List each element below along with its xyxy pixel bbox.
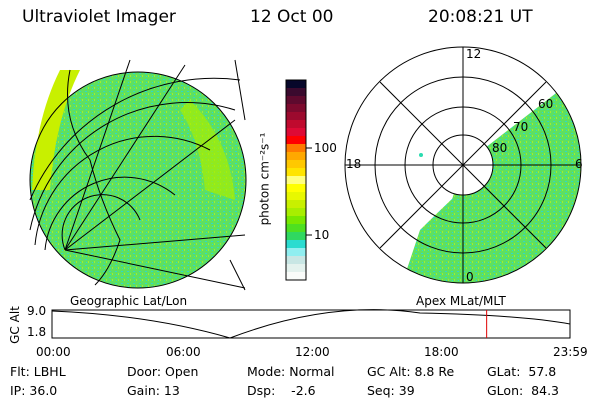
colorbar-tick-10: 10 xyxy=(314,228,330,242)
mlt-label-0: 0 xyxy=(466,270,474,284)
colorbar-swatch xyxy=(286,120,306,129)
left-panel-label: Geographic Lat/Lon xyxy=(70,294,188,308)
mlat-label-80: 80 xyxy=(492,141,508,155)
filter-status: Flt: LBHL xyxy=(10,364,66,379)
polar-image xyxy=(344,46,582,284)
xtick-1800: 18:00 xyxy=(424,345,459,359)
mlat-label-70: 70 xyxy=(513,120,529,134)
colorbar-swatch xyxy=(286,208,306,217)
instrument-title: Ultraviolet Imager xyxy=(22,7,176,27)
time-label: 20:08:21 UT xyxy=(428,7,533,27)
right-panel-label: Apex MLat/MLT xyxy=(416,294,506,308)
colorbar-swatch xyxy=(286,112,306,121)
colorbar-swatch xyxy=(286,88,306,97)
mlt-label-12: 12 xyxy=(466,47,482,61)
colorbar xyxy=(286,80,306,281)
dsp-status: Dsp: -2.6 xyxy=(247,383,316,398)
colorbar-swatch xyxy=(286,160,306,169)
xtick-2359: 23:59 xyxy=(553,345,588,359)
colorbar-swatch xyxy=(286,232,306,241)
colorbar-swatch xyxy=(286,104,306,113)
colorbar-swatch xyxy=(286,224,306,233)
geographic-image xyxy=(29,59,247,291)
door-status: Door: Open xyxy=(127,364,199,379)
timeline-ylabel: GC Alt xyxy=(7,306,22,344)
glon-status: GLon: 84.3 xyxy=(487,383,559,398)
timeline-plot xyxy=(51,309,571,339)
mlt-label-18: 18 xyxy=(346,157,362,171)
colorbar-swatch xyxy=(286,264,306,273)
ytick-1.8: 1.8 xyxy=(27,325,47,339)
colorbar-tick-100: 100 xyxy=(314,141,337,155)
colorbar-swatch xyxy=(286,176,306,185)
mlt-label-6: 6 xyxy=(575,157,583,171)
colorbar-swatch xyxy=(286,136,306,145)
colorbar-swatch xyxy=(286,152,306,161)
ytick-9: 9.0 xyxy=(27,304,47,318)
seq-status: Seq: 39 xyxy=(367,383,415,398)
gc-alt-status: GC Alt: 8.8 Re xyxy=(367,364,455,379)
colorbar-label: photon cm⁻²s⁻¹ xyxy=(257,132,272,226)
colorbar-swatch xyxy=(286,184,306,193)
mlat-label-60: 60 xyxy=(538,97,554,111)
colorbar-swatch xyxy=(286,144,306,153)
colorbar-swatch xyxy=(286,256,306,265)
colorbar-swatch xyxy=(286,248,306,257)
colorbar-swatch xyxy=(286,128,306,137)
xtick-0600: 06:00 xyxy=(166,345,201,359)
colorbar-swatch xyxy=(286,168,306,177)
colorbar-swatch xyxy=(286,200,306,209)
xtick-0000: 00:00 xyxy=(36,345,71,359)
colorbar-swatch xyxy=(286,240,306,249)
colorbar-swatch xyxy=(286,96,306,105)
ip-status: IP: 36.0 xyxy=(10,383,58,398)
colorbar-swatch xyxy=(286,272,306,281)
mode-status: Mode: Normal xyxy=(247,364,335,379)
gain-status: Gain: 13 xyxy=(127,383,180,398)
glat-status: GLat: 57.8 xyxy=(487,364,557,379)
xtick-1200: 12:00 xyxy=(295,345,330,359)
colorbar-swatch xyxy=(286,80,306,89)
colorbar-swatch xyxy=(286,216,306,225)
colorbar-swatch xyxy=(286,192,306,201)
date-label: 12 Oct 00 xyxy=(250,7,334,27)
